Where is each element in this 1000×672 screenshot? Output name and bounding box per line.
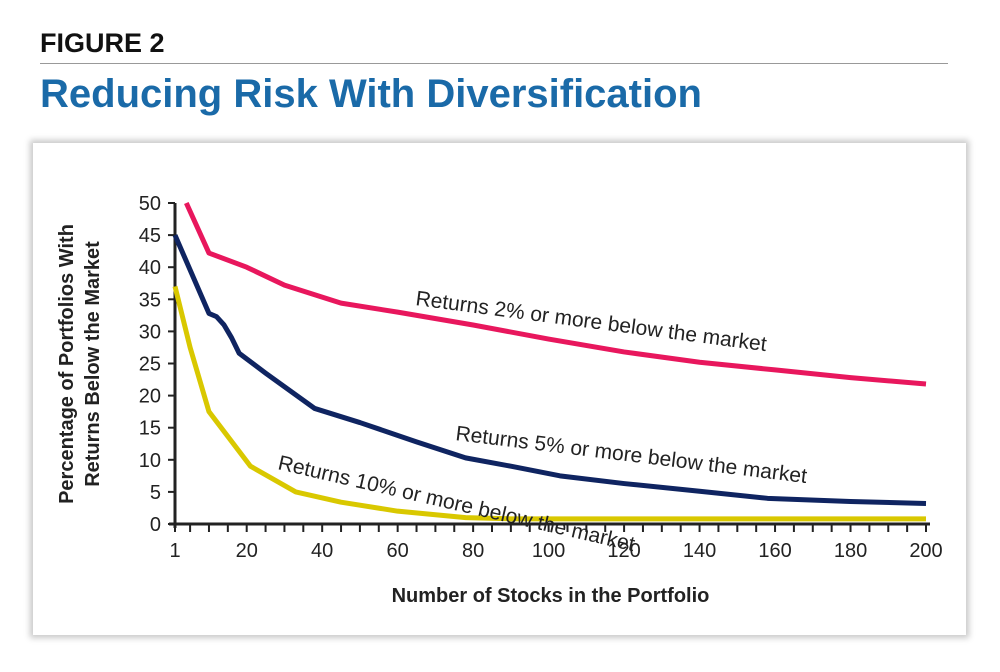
- x-tick-label: 80: [462, 540, 484, 562]
- y-tick-label: 5: [150, 482, 161, 504]
- y-tick-label: 20: [139, 386, 161, 408]
- y-tick-label: 50: [139, 193, 161, 215]
- x-tick-label: 1: [169, 540, 180, 562]
- x-tick-label: 140: [683, 540, 716, 562]
- series-line-2: [172, 234, 927, 506]
- series-line-3: [172, 285, 926, 522]
- x-tick-label: 100: [532, 540, 565, 562]
- x-tick-label: 200: [909, 540, 942, 562]
- y-tick-label: 25: [139, 354, 161, 376]
- y-tick-label: 40: [139, 257, 161, 279]
- y-tick-label: 0: [150, 514, 161, 536]
- x-tick-label: 40: [311, 540, 333, 562]
- y-tick-label: 15: [139, 418, 161, 440]
- y-axis-label: Returns Below the Market: [82, 241, 104, 487]
- figure-label: FIGURE 2: [40, 28, 165, 58]
- x-tick-label: 60: [387, 540, 409, 562]
- y-tick-label: 35: [139, 289, 161, 311]
- divider: [40, 63, 948, 64]
- x-tick-label: 180: [834, 540, 867, 562]
- y-tick-label: 30: [139, 321, 161, 343]
- chart-title: Reducing Risk With Diversification: [40, 72, 702, 116]
- series-label-2: Returns 5% or more below the market: [454, 422, 808, 488]
- x-tick-label: 120: [607, 540, 640, 562]
- x-tick-label: 160: [758, 540, 791, 562]
- series-line-1: [184, 201, 927, 387]
- y-tick-label: 45: [139, 225, 161, 247]
- x-tick-label: 20: [236, 540, 258, 562]
- y-axis-label: Percentage of Portfolios With: [56, 224, 78, 504]
- x-axis-label: Number of Stocks in the Portfolio: [392, 585, 710, 607]
- y-tick-label: 10: [139, 450, 161, 472]
- chart-panel: [33, 143, 966, 635]
